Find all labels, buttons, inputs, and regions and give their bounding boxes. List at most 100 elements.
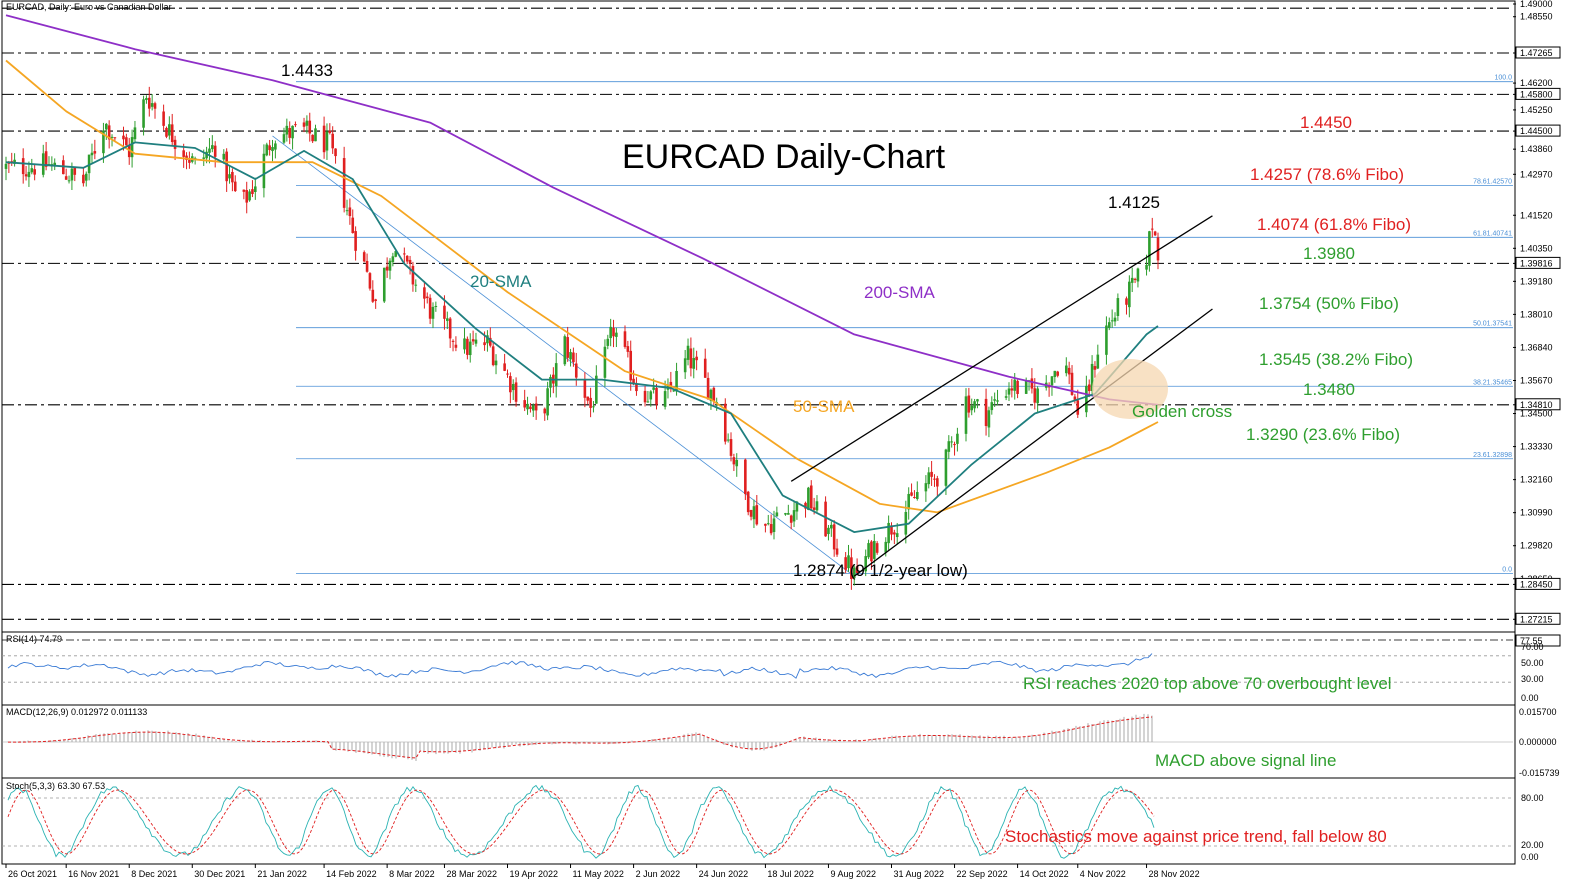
candle-body	[603, 346, 607, 378]
candle-body	[314, 128, 317, 142]
fib-label-0: 100.0	[1494, 75, 1512, 82]
candle-body	[683, 358, 687, 373]
stoch-panel	[1, 777, 1516, 865]
candle-body	[606, 338, 610, 346]
candle-body	[1105, 325, 1108, 355]
candle-body	[1087, 384, 1091, 392]
candle-body	[354, 231, 357, 251]
candle-body	[695, 356, 698, 361]
candle-body	[809, 485, 813, 509]
candle-body	[1113, 317, 1117, 322]
candle-body	[672, 390, 676, 392]
candle-body	[202, 157, 206, 159]
candle-body	[374, 299, 377, 301]
candle-body	[812, 507, 816, 510]
candle-body	[646, 401, 650, 403]
candle-body	[709, 389, 713, 401]
candle-body	[104, 123, 108, 130]
candle-body	[970, 405, 974, 411]
candle-body	[976, 399, 979, 402]
date-label: 18 Jul 2022	[767, 869, 814, 879]
candle-body	[563, 336, 567, 365]
symbol-header: EURCAD, Daily: Euro vs Canadian Dollar	[6, 2, 172, 12]
candle-body	[784, 513, 787, 515]
candle-body	[723, 403, 727, 442]
candle-body	[1033, 388, 1037, 403]
candle-body	[388, 260, 392, 271]
price-axis-label: 1.29820	[1520, 541, 1553, 551]
candle-body	[967, 395, 971, 413]
candle-body	[308, 120, 312, 134]
candle-body	[1128, 281, 1131, 308]
candle-body	[423, 287, 426, 299]
candle-body	[73, 167, 77, 175]
candle-body	[1136, 268, 1140, 282]
candle-body	[850, 557, 853, 580]
candle-body	[953, 444, 956, 446]
candle-body	[586, 396, 590, 401]
candle-body	[463, 338, 466, 350]
candle-body	[33, 169, 36, 175]
date-label: 26 Oct 2021	[8, 869, 57, 879]
candle-body	[285, 125, 289, 135]
candle-body	[1133, 278, 1137, 280]
candle-body	[228, 174, 231, 179]
date-label: 11 May 2022	[573, 869, 624, 879]
candle-body	[162, 111, 165, 126]
candle-body	[1148, 231, 1151, 266]
candle-body	[142, 99, 145, 128]
stoch-main-line	[7, 784, 1155, 859]
candle-body	[973, 401, 976, 409]
date-label: 16 Nov 2021	[68, 869, 119, 879]
candle-body	[211, 145, 214, 150]
candle-body	[425, 296, 429, 299]
macd-scale-bottom: -0.015739	[1519, 768, 1560, 778]
candle-body	[612, 327, 615, 337]
rsi-header: RSI(14) 74.79	[6, 634, 62, 644]
candle-body	[248, 191, 251, 201]
candle-body	[282, 134, 286, 143]
candle-body	[348, 207, 352, 217]
candle-body	[1093, 366, 1097, 370]
candle-body	[815, 501, 819, 511]
candle-body	[930, 471, 933, 477]
candle-body	[271, 147, 274, 152]
chart-title: EURCAD Daily-Chart	[622, 138, 946, 176]
candle-body	[1030, 378, 1034, 389]
fib-label-2: 61.81.40741	[1473, 230, 1512, 237]
candle-body	[732, 457, 736, 465]
candle-body	[431, 306, 435, 319]
candle-body	[93, 151, 97, 154]
candle-body	[615, 332, 618, 337]
candle-body	[832, 524, 836, 550]
stoch-header: Stoch(5,3,3) 63.30 67.53	[6, 781, 105, 791]
candle-body	[1070, 372, 1074, 395]
date-label: 14 Feb 2022	[326, 869, 377, 879]
macd-scale: 0.015700 0.000000 -0.015739	[1519, 707, 1560, 778]
candle-body	[984, 398, 988, 427]
candle-body	[225, 151, 228, 182]
candle-body	[391, 256, 395, 262]
candle-body	[993, 399, 996, 401]
golden-cross-label: Golden cross	[1132, 402, 1232, 421]
candle-body	[291, 125, 294, 139]
support-1398-label: 1.3980	[1303, 244, 1355, 263]
candle-body	[1153, 231, 1157, 236]
rsi-scale-50: 50.00	[1521, 658, 1544, 668]
candle-body	[729, 439, 733, 456]
fib-label-3: 50.01.37541	[1473, 321, 1512, 328]
candle-body	[302, 122, 306, 127]
candle-body	[523, 400, 526, 408]
stoch-scale-80: 80.00	[1521, 793, 1544, 803]
candle-body	[288, 128, 292, 138]
candle-body	[574, 363, 578, 378]
candle-body	[1073, 396, 1077, 401]
candle-body	[231, 171, 234, 183]
candle-body	[13, 159, 16, 164]
date-label: 22 Sep 2022	[957, 869, 1008, 879]
price-axis-label: 1.46200	[1520, 78, 1553, 88]
candle-body	[787, 513, 790, 515]
candle-body	[609, 326, 612, 339]
candle-body	[996, 400, 999, 402]
candle-body	[844, 557, 847, 570]
